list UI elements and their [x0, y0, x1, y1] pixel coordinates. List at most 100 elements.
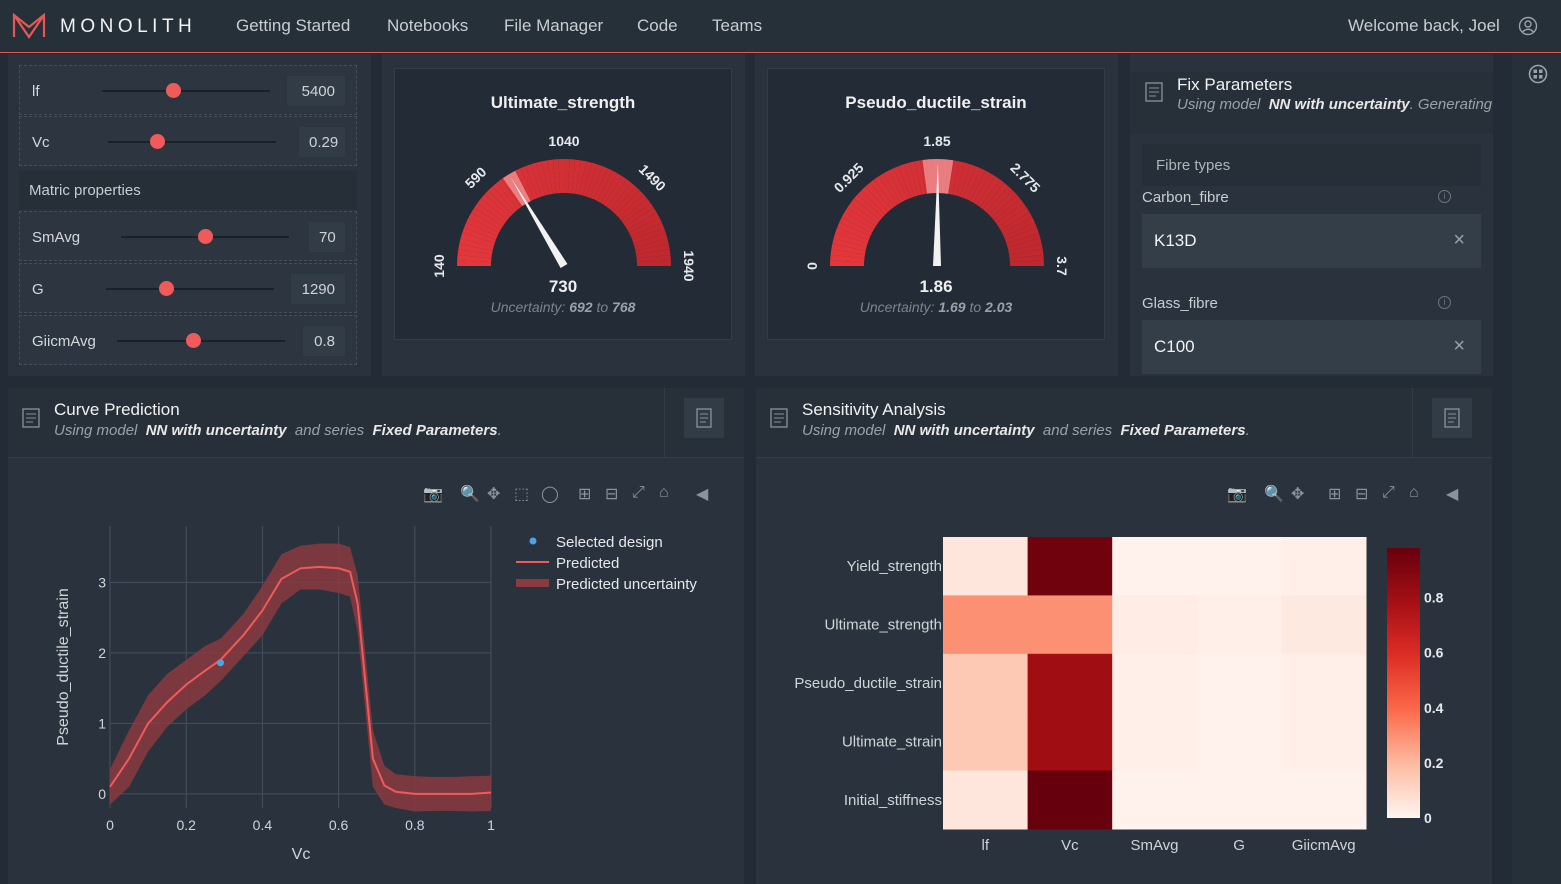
hover-toggle-icon[interactable]: ◀ — [696, 486, 709, 503]
slider-track[interactable] — [117, 340, 285, 342]
clear-icon[interactable]: × — [1453, 335, 1465, 357]
zoom-icon[interactable]: 🔍 — [460, 486, 480, 503]
slider-handle[interactable] — [149, 134, 165, 149]
heatmap-y-label: Ultimate_strain — [842, 733, 942, 750]
gauge-arc-segment — [459, 238, 494, 251]
nav-getting-started[interactable]: Getting Started — [236, 16, 351, 35]
nav-notebooks[interactable]: Notebooks — [387, 16, 469, 35]
heatmap-cell — [943, 653, 1029, 713]
info-icon[interactable]: i — [1438, 190, 1451, 203]
header-divider — [664, 388, 665, 458]
nav-file-manager[interactable]: File Manager — [504, 16, 604, 35]
slider-handle[interactable] — [159, 281, 175, 296]
heatmap-cell — [1281, 770, 1367, 830]
carbon-fibre-select[interactable]: K13D × — [1142, 214, 1481, 268]
zoom-out-icon[interactable]: ⊟ — [605, 486, 619, 503]
x-tick-label: 1 — [487, 817, 495, 833]
slider-track[interactable] — [108, 141, 276, 143]
reset-axes-icon[interactable]: ⌂ — [659, 484, 669, 501]
gauge-tick-label: 1.85 — [923, 133, 950, 149]
gauge-tick-label: 2.775 — [1007, 160, 1043, 196]
header-divider — [1412, 388, 1413, 458]
slider-value-field[interactable]: 70 — [309, 222, 345, 252]
heatmap-cell — [1112, 595, 1198, 655]
gauge-arc-segment — [893, 166, 911, 200]
info-icon[interactable]: i — [1438, 296, 1451, 309]
gauge-arc-segment — [830, 260, 865, 266]
pan-icon[interactable]: ✥ — [1291, 486, 1305, 503]
slider-value-field[interactable]: 0.29 — [299, 127, 345, 157]
heatmap-cell — [1196, 770, 1282, 830]
gauge-arc-segment — [634, 238, 669, 251]
legend-entry: Predicted — [556, 555, 619, 572]
gauge-arc-segment — [963, 166, 981, 200]
gauge-arc-segment — [615, 190, 644, 218]
fix-parameters-panel: Fix Parameters Using model NN with uncer… — [1130, 54, 1493, 376]
slider-value-field[interactable]: 0.8 — [303, 326, 345, 356]
heatmap-cell — [1027, 595, 1113, 655]
gauge-arc-segment — [525, 164, 542, 198]
zoom-in-icon[interactable]: ⊞ — [578, 486, 592, 503]
colorbar-tick-label: 0.6 — [1424, 645, 1444, 661]
y-tick-label: 1 — [98, 715, 106, 731]
slider-handle[interactable] — [165, 83, 181, 98]
camera-icon[interactable]: 📷 — [1227, 486, 1247, 503]
heatmap-cell — [943, 712, 1029, 772]
nav-code[interactable]: Code — [637, 16, 678, 35]
subtitle-mid: and series — [294, 422, 365, 439]
gauge-arc-segment — [457, 260, 492, 266]
slider-row-giicmavg: GiicmAvg 0.8 — [19, 315, 357, 365]
subtitle-end: . — [1245, 422, 1250, 439]
slider-label: G — [32, 281, 44, 298]
zoom-out-icon[interactable]: ⊟ — [1355, 486, 1369, 503]
fix-parameters-header: Fix Parameters Using model NN with uncer… — [1130, 72, 1493, 134]
y-axis-label: Pseudo_ductile_strain — [55, 588, 72, 745]
model-name: NN with uncertainty — [893, 422, 1035, 439]
slider-track[interactable] — [102, 90, 270, 92]
gauge-arc-segment — [488, 186, 516, 215]
slider-track[interactable] — [106, 288, 274, 290]
nav-teams[interactable]: Teams — [712, 16, 763, 35]
legend-marker-selected — [529, 537, 537, 545]
gauge-arc-segment — [898, 164, 915, 198]
grid-settings-icon[interactable] — [1528, 64, 1548, 84]
gauge-arc-segment — [883, 170, 904, 203]
x-tick-label: 0 — [106, 817, 114, 833]
brand-name[interactable]: MONOLITH — [60, 16, 197, 37]
gauge-tick-label: 3.7 — [1054, 256, 1070, 276]
gauge-arc-segment — [998, 207, 1030, 230]
pan-icon[interactable]: ✥ — [487, 486, 501, 503]
gauge-tick-label: 590 — [462, 164, 490, 192]
notes-button[interactable] — [1432, 398, 1472, 438]
autoscale-icon[interactable]: ⤢ — [1382, 484, 1395, 501]
uncertainty-to: to — [969, 299, 982, 315]
heatmap-cell — [1112, 712, 1198, 772]
notes-button[interactable] — [684, 398, 724, 438]
glass-fibre-select[interactable]: C100 × — [1142, 320, 1481, 374]
gauge-arc-segment — [1009, 260, 1044, 266]
gauge-arc-segment — [603, 176, 627, 207]
camera-icon[interactable]: 📷 — [423, 486, 443, 503]
slider-value-field[interactable]: 1290 — [291, 274, 345, 304]
monolith-logo-icon[interactable] — [12, 13, 46, 39]
zoom-icon[interactable]: 🔍 — [1264, 486, 1284, 503]
zoom-in-icon[interactable]: ⊞ — [1328, 486, 1342, 503]
user-account-icon[interactable] — [1518, 16, 1538, 36]
series-name: Fixed Parameters — [1120, 422, 1246, 439]
gauge-arc-segment — [831, 243, 866, 255]
slider-handle[interactable] — [185, 333, 201, 348]
slider-value-field[interactable]: 5400 — [287, 76, 345, 106]
lasso-select-icon[interactable]: ◯ — [541, 486, 559, 503]
slider-handle[interactable] — [198, 229, 213, 244]
box-select-icon[interactable]: ⬚ — [514, 486, 530, 503]
gauge-arc-segment — [567, 159, 576, 194]
autoscale-icon[interactable]: ⤢ — [632, 484, 645, 501]
reset-axes-icon[interactable]: ⌂ — [1409, 484, 1419, 501]
series-name: Fixed Parameters — [372, 422, 498, 439]
gauge-arc-segment — [850, 198, 881, 224]
clear-icon[interactable]: × — [1453, 229, 1465, 251]
gauge-arc-segment — [839, 217, 872, 237]
uncertainty-prefix: Uncertainty: — [490, 299, 566, 315]
hover-toggle-icon[interactable]: ◀ — [1446, 486, 1459, 503]
right-toolbar — [1512, 54, 1561, 884]
